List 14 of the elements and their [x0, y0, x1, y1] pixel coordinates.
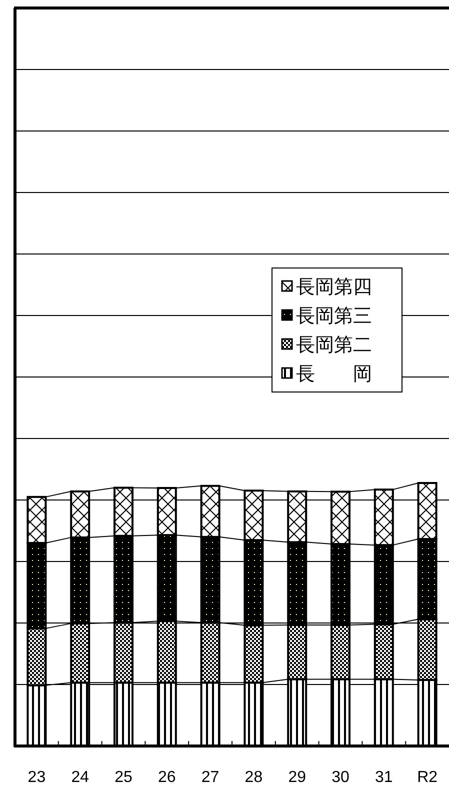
- x-tick-label: 31: [375, 769, 393, 786]
- legend-label: 長岡第四: [296, 277, 372, 298]
- x-tick-label: 26: [158, 769, 176, 786]
- x-tick-label: 25: [114, 769, 132, 786]
- x-tick-label: 27: [201, 769, 220, 786]
- legend-label: 長岡第二: [296, 335, 372, 356]
- x-tick-label: 29: [288, 769, 306, 786]
- legend-label: 長岡第三: [296, 306, 372, 327]
- x-tick-label: 24: [71, 769, 90, 786]
- legend-label: 長 岡: [296, 364, 372, 385]
- x-tick-label: R2: [417, 769, 438, 786]
- x-tick-label: 23: [28, 769, 46, 786]
- x-tick-label: 28: [244, 769, 263, 786]
- x-tick-label: 30: [332, 769, 350, 786]
